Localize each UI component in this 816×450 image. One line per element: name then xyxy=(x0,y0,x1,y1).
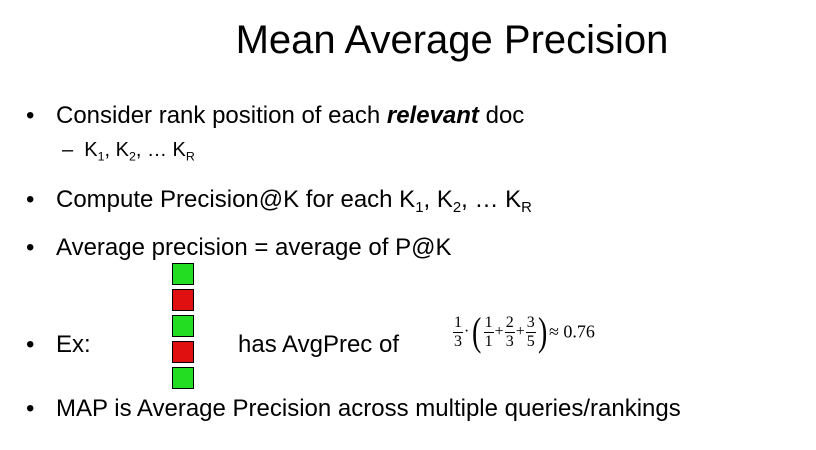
sub-bullet-k-list: – K1, K2, … KR xyxy=(62,137,195,163)
bullet-map: • MAP is Average Precision across multipl… xyxy=(26,394,681,424)
slide-title: Mean Average Precision xyxy=(235,18,669,62)
approx-result: ≈ 0.76 xyxy=(549,321,595,342)
denominator: 3 xyxy=(505,332,514,350)
k-sep-ellipsis: , … K xyxy=(461,186,522,213)
numerator: 3 xyxy=(525,313,536,333)
bullet-dot: • xyxy=(26,234,35,261)
subscript-1: 1 xyxy=(97,149,105,164)
subscript-r: R xyxy=(185,149,195,164)
left-paren: ( xyxy=(472,309,482,354)
bullet-rank-position: • Consider rank position of each relevant… xyxy=(26,101,524,131)
right-paren: ) xyxy=(537,309,548,354)
bullet-text-tail: doc xyxy=(478,102,525,129)
k-sep-ellipsis: , … K xyxy=(135,139,186,161)
subscript-r: R xyxy=(521,200,532,217)
numerator: 1 xyxy=(483,313,494,333)
k-label: K xyxy=(84,139,98,161)
bullet-example: • Ex: xyxy=(26,330,91,360)
ranking-stack xyxy=(172,263,196,393)
avgprec-label: has AvgPrec of xyxy=(238,331,399,358)
denominator: 3 xyxy=(454,332,462,350)
bullet-dot: • xyxy=(26,102,35,129)
subscript-2: 2 xyxy=(452,200,462,217)
relevant-doc-box xyxy=(172,263,194,285)
bullet-text: Average precision = average of P@K xyxy=(56,234,452,261)
subscript-1: 1 xyxy=(415,200,424,217)
relevant-doc-box xyxy=(172,315,194,337)
subscript-2: 2 xyxy=(128,149,136,164)
relevant-doc-box xyxy=(172,367,194,389)
denominator: 5 xyxy=(526,332,535,350)
numerator: 2 xyxy=(504,313,515,333)
avgprec-formula: 1 3 ·(1 1 +2 3 +3 5) ≈ 0.76 xyxy=(453,312,595,352)
bullet-text: Compute Precision@K for each K xyxy=(56,186,416,213)
bullet-text: Consider rank position of each xyxy=(56,102,387,129)
bullet-dot: • xyxy=(26,186,35,213)
nonrelevant-doc-box xyxy=(172,289,194,311)
denominator: 1 xyxy=(484,332,493,350)
plus-sign: + xyxy=(494,323,504,340)
k-sep: , K xyxy=(423,186,453,213)
plus-sign: + xyxy=(515,323,525,340)
multiply-dot: · xyxy=(464,323,470,340)
emphasis-relevant: relevant xyxy=(386,102,479,129)
bullet-average-precision: • Average precision = average of P@K xyxy=(26,233,451,263)
nonrelevant-doc-box xyxy=(172,341,194,363)
bullet-text: MAP is Average Precision across multiple… xyxy=(56,395,681,422)
bullet-compute-precision: • Compute Precision@K for each K1, K2, … … xyxy=(26,185,532,217)
k-sep: , K xyxy=(104,139,129,161)
bullet-dot: • xyxy=(26,331,35,358)
example-label: Ex: xyxy=(56,331,91,358)
numerator: 1 xyxy=(453,313,463,333)
sub-dash: – xyxy=(62,139,74,161)
bullet-dot: • xyxy=(26,395,35,422)
